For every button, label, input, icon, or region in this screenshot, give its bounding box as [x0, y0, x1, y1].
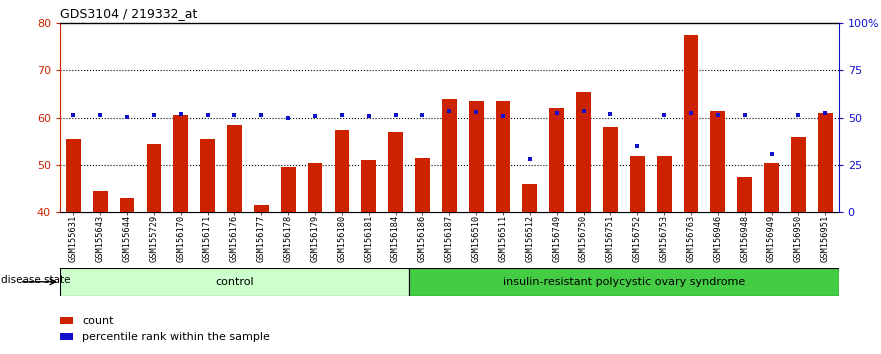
Bar [174, 115, 189, 212]
Point [818, 110, 833, 116]
Point [576, 108, 590, 114]
Text: GSM156180: GSM156180 [337, 215, 346, 262]
Text: control: control [215, 277, 254, 287]
Point [389, 112, 403, 118]
Point [362, 113, 376, 119]
Point [496, 113, 510, 119]
Point [308, 113, 322, 119]
Text: GSM156951: GSM156951 [821, 215, 830, 262]
Bar [764, 163, 779, 212]
Text: GSM156187: GSM156187 [445, 215, 454, 262]
Text: GSM156763: GSM156763 [686, 215, 695, 262]
Text: count: count [82, 315, 114, 326]
Bar [60, 317, 73, 324]
Bar [93, 191, 107, 212]
Text: disease state: disease state [1, 275, 70, 285]
Bar [550, 108, 564, 212]
Bar [630, 155, 645, 212]
Point [416, 112, 430, 118]
Point [201, 112, 215, 118]
Text: GSM156181: GSM156181 [364, 215, 374, 262]
Text: insulin-resistant polycystic ovary syndrome: insulin-resistant polycystic ovary syndr… [503, 277, 745, 287]
Bar [415, 158, 430, 212]
Text: GSM156176: GSM156176 [230, 215, 239, 262]
Point [281, 115, 295, 120]
Bar [710, 110, 725, 212]
Point [630, 143, 644, 149]
Text: GSM156178: GSM156178 [284, 215, 292, 262]
Bar [684, 35, 699, 212]
Text: percentile rank within the sample: percentile rank within the sample [82, 332, 270, 342]
Text: GSM156177: GSM156177 [257, 215, 266, 262]
Text: GSM156749: GSM156749 [552, 215, 561, 262]
Bar [389, 132, 403, 212]
Point [469, 109, 483, 115]
Bar [576, 92, 591, 212]
Point [147, 112, 161, 118]
Bar [656, 155, 671, 212]
Text: GSM155729: GSM155729 [150, 215, 159, 262]
Point [737, 112, 751, 118]
Point [657, 112, 671, 118]
Bar [120, 198, 135, 212]
Point [765, 151, 779, 156]
Bar [254, 205, 269, 212]
FancyBboxPatch shape [409, 268, 839, 296]
Bar [66, 139, 81, 212]
Text: GSM156949: GSM156949 [767, 215, 776, 262]
Point [791, 112, 805, 118]
Point [522, 156, 537, 162]
Bar [818, 113, 833, 212]
Text: GSM155631: GSM155631 [69, 215, 78, 262]
Text: GDS3104 / 219332_at: GDS3104 / 219332_at [60, 7, 197, 21]
Text: GSM156752: GSM156752 [633, 215, 641, 262]
Bar [603, 127, 618, 212]
Point [335, 112, 349, 118]
Bar [361, 160, 376, 212]
Bar [335, 130, 349, 212]
Point [93, 112, 107, 118]
Point [711, 112, 725, 118]
Text: GSM156179: GSM156179 [310, 215, 320, 262]
Bar [146, 144, 161, 212]
Bar [791, 137, 806, 212]
Bar [307, 163, 322, 212]
Text: GSM156751: GSM156751 [606, 215, 615, 262]
Text: GSM156510: GSM156510 [471, 215, 481, 262]
Text: GSM155644: GSM155644 [122, 215, 131, 262]
Text: GSM156753: GSM156753 [660, 215, 669, 262]
Text: GSM156186: GSM156186 [418, 215, 427, 262]
Point [66, 112, 80, 118]
Text: GSM156950: GSM156950 [794, 215, 803, 262]
Text: GSM156946: GSM156946 [714, 215, 722, 262]
FancyBboxPatch shape [60, 268, 409, 296]
Point [227, 112, 241, 118]
Text: GSM156948: GSM156948 [740, 215, 749, 262]
Point [550, 110, 564, 116]
Text: GSM156171: GSM156171 [204, 215, 212, 262]
Text: GSM156511: GSM156511 [499, 215, 507, 262]
Bar [469, 101, 484, 212]
Point [603, 111, 618, 117]
Point [255, 112, 269, 118]
Point [684, 110, 698, 116]
Bar [227, 125, 242, 212]
Bar [60, 333, 73, 340]
Text: GSM156512: GSM156512 [525, 215, 535, 262]
Point [174, 111, 188, 117]
Text: GSM155643: GSM155643 [96, 215, 105, 262]
Bar [522, 184, 537, 212]
Text: GSM156184: GSM156184 [391, 215, 400, 262]
Bar [496, 101, 510, 212]
Bar [737, 177, 752, 212]
Text: GSM156750: GSM156750 [579, 215, 589, 262]
Point [120, 114, 134, 120]
Text: GSM156170: GSM156170 [176, 215, 185, 262]
Bar [442, 99, 456, 212]
Bar [281, 167, 295, 212]
Point [442, 108, 456, 114]
Bar [200, 139, 215, 212]
